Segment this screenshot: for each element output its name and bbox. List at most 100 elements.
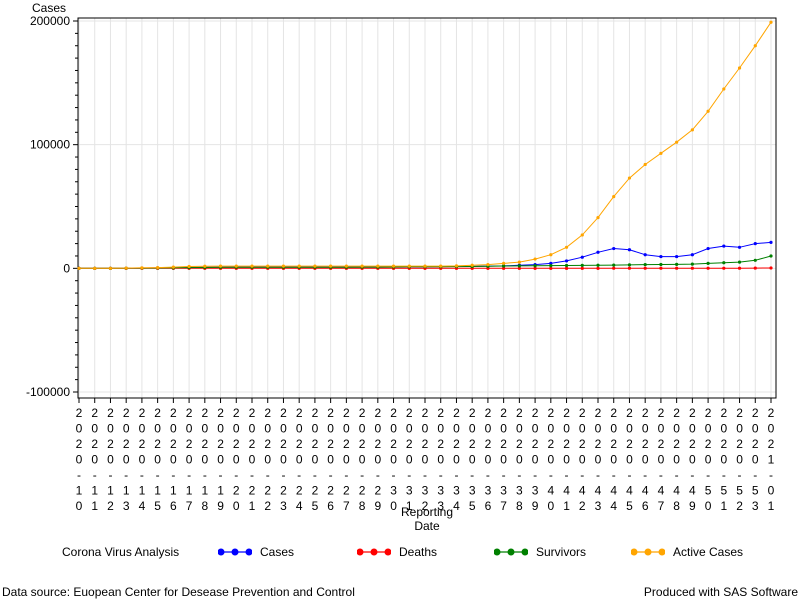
data-point [423,264,427,268]
x-tick-label-char: 4 [673,484,680,498]
legend-swatch-marker [494,548,501,556]
x-tick-label-char: 0 [154,422,161,436]
data-point [753,242,757,246]
x-tick-label-char: 0 [296,422,303,436]
x-tick-label-char: - [706,468,710,482]
data-point [564,266,569,270]
x-tick-label-char: 2 [469,406,476,420]
data-point [596,266,600,270]
x-tick-label-char: 2 [123,406,130,420]
x-tick-label-char: - [140,468,144,482]
x-tick-label-char: 0 [547,453,554,467]
x-tick-label-char: 1 [201,484,208,498]
x-tick-label-char: - [392,468,396,482]
x-tick-label-char: 0 [327,453,334,467]
x-tick-label-char: 2 [673,406,680,420]
x-tick-label-char: 2 [689,437,696,451]
x-tick-label-char: - [517,468,521,482]
x-tick-label-char: 2 [233,484,240,498]
x-tick-label-char: 2 [485,437,492,451]
x-tick-label-char: 2 [406,437,413,451]
x-tick-label-char: 7 [343,499,350,513]
x-tick-label-char: 2 [547,406,554,420]
x-tick-label-char: 0 [280,453,287,467]
legend-entry-survivors: Survivors [494,545,586,559]
x-tick-label-char: 2 [658,406,665,420]
x-tick-label-char: 9 [217,499,224,513]
x-tick-label-char: 2 [217,406,224,420]
x-tick-label-char: 0 [752,453,759,467]
data-point [706,261,710,265]
data-point [706,109,710,113]
x-tick-label-char: 0 [532,453,539,467]
data-point [612,195,616,199]
x-tick-label-char: 3 [280,499,287,513]
data-point [643,162,647,167]
x-tick-label-char: - [281,468,285,482]
data-point [675,140,679,144]
x-tick-label-char: 0 [658,422,665,436]
legend-entry-cases: Cases [218,545,294,559]
x-tick-label-char: 0 [563,422,570,436]
legend-entry-deaths: Deaths [357,545,437,559]
x-tick-label-char: 0 [201,422,208,436]
x-tick-label-char: 1 [563,499,570,513]
x-tick-label-char: 2 [720,437,727,451]
x-tick-label-char: 2 [453,437,460,451]
y-tick-label: 0 [63,261,70,275]
x-tick-label-char: 2 [437,437,444,451]
x-tick-label-char: 2 [76,437,83,451]
data-point [706,266,710,270]
x-tick-label-char: 0 [736,453,743,467]
x-tick-label-char: 0 [390,499,397,513]
x-tick-label-char: 1 [76,484,83,498]
x-tick-label-char: 3 [406,484,413,498]
produced-with-note: Produced with SAS Software [643,585,798,599]
data-point [675,262,679,266]
x-tick-label-char: 6 [170,499,177,513]
x-tick-label-char: - [738,468,742,482]
x-tick-label-char: 7 [658,499,665,513]
x-tick-label-char: 0 [217,422,224,436]
x-tick-label-char: 0 [264,422,271,436]
data-point [722,244,726,248]
x-tick-label-char: 7 [186,499,193,513]
x-tick-label-char: 1 [768,453,775,467]
x-tick-label-char: 2 [406,406,413,420]
x-tick-label-char: 5 [720,484,727,498]
y-tick-label: -100000 [26,385,70,399]
x-tick-label-char: 0 [327,422,334,436]
x-tick-label-char: 2 [107,499,114,513]
legend-title: Corona Virus Analysis [62,545,180,559]
x-tick-label-char: 2 [327,406,334,420]
x-tick-label-char: 9 [374,499,381,513]
x-tick-label-char: 5 [312,499,319,513]
x-axis-title-line: Reporting [401,505,453,519]
x-tick-label-char: - [722,468,726,482]
x-tick-label-char: 0 [689,422,696,436]
x-tick-label-char: 0 [563,453,570,467]
x-tick-label-char: - [108,468,112,482]
x-tick-label-char: 2 [139,437,146,451]
x-tick-label-char: - [297,468,301,482]
x-tick-label-char: 5 [736,484,743,498]
data-point [596,250,600,254]
data-point [502,264,506,268]
x-tick-label-char: 2 [296,406,303,420]
x-tick-label-char: - [643,468,647,482]
data-point [297,264,301,268]
x-tick-label-char: 0 [547,499,554,513]
x-tick-label-char: 0 [626,422,633,436]
x-tick-label-char: 1 [249,499,256,513]
data-point [313,264,317,268]
x-tick-label-char: 2 [296,484,303,498]
data-point [234,264,238,268]
